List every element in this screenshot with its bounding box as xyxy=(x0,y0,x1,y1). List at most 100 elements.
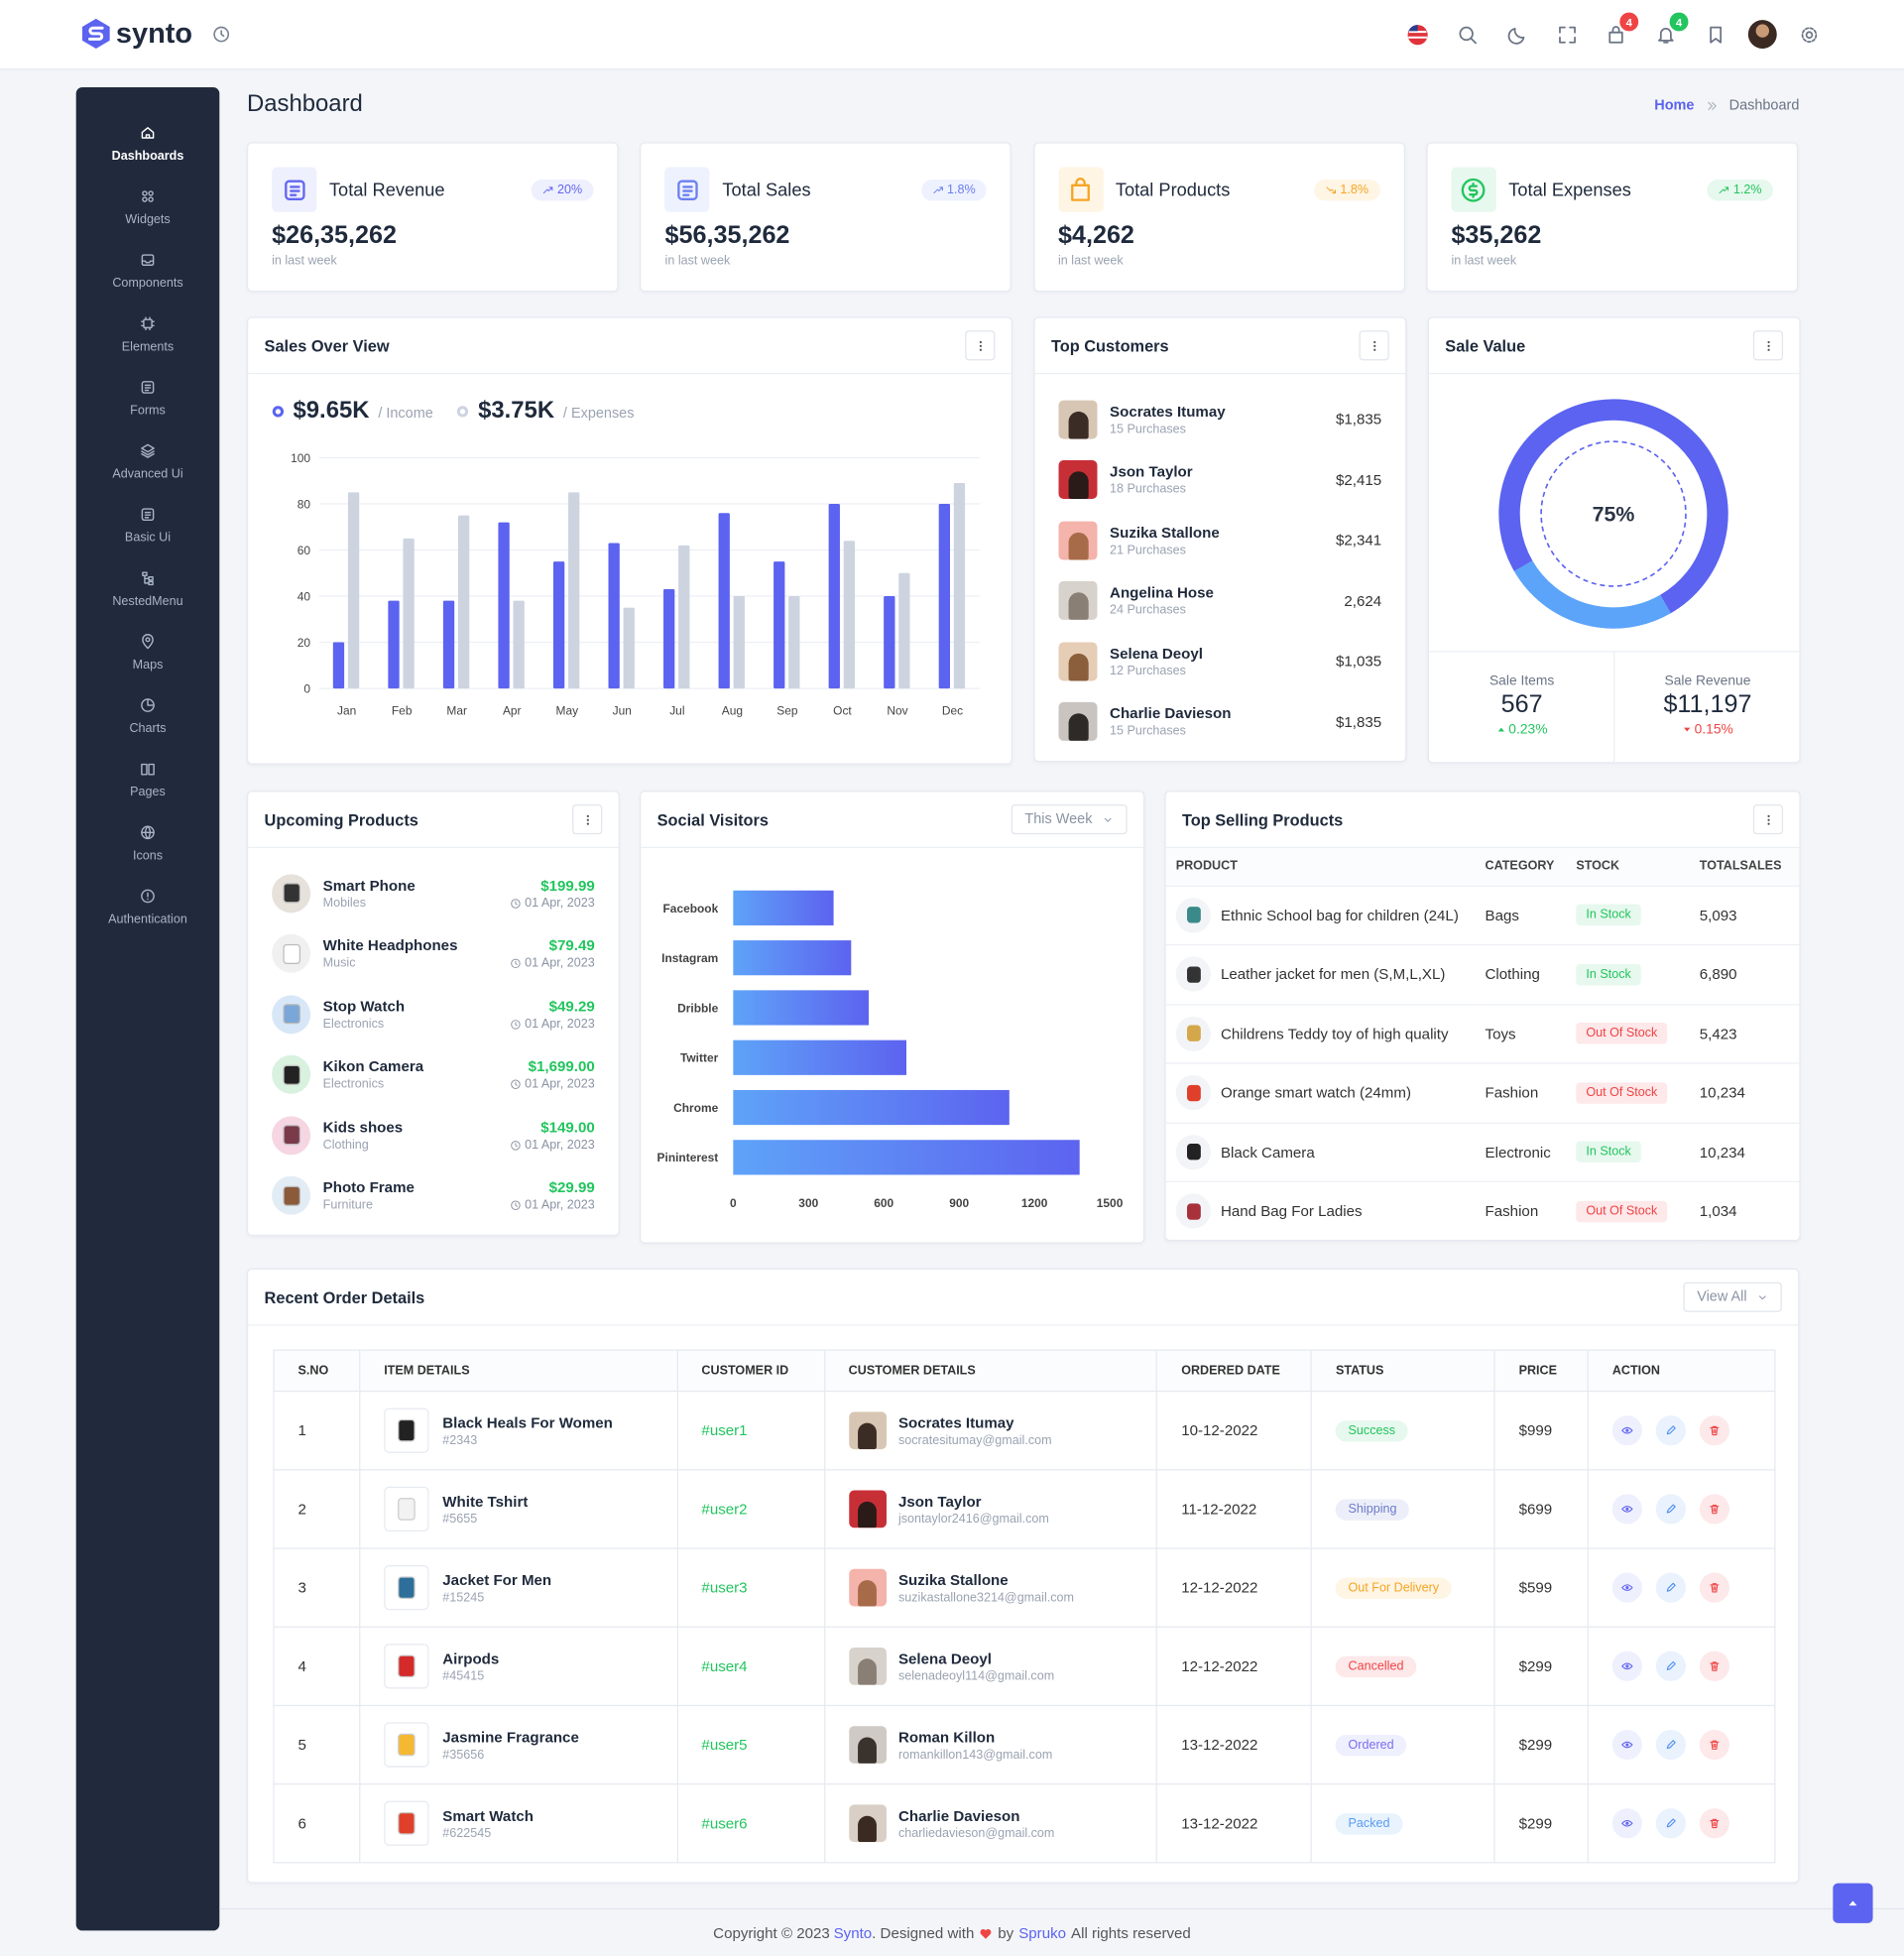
menu-item[interactable]: Advanced Ui xyxy=(76,442,220,500)
menu-label: Authentication xyxy=(108,913,187,927)
action-button[interactable] xyxy=(1655,1494,1687,1525)
icon-part xyxy=(1621,1741,1633,1749)
column-header: CUSTOMER ID xyxy=(676,1349,825,1393)
card-menu-button[interactable] xyxy=(1359,330,1389,361)
scroll-top-button[interactable] xyxy=(1833,1883,1873,1923)
icon-part xyxy=(1621,1506,1633,1513)
icon xyxy=(676,179,698,200)
item-name: Smart Watch xyxy=(442,1806,534,1824)
menu-item[interactable]: Basic Ui xyxy=(76,506,220,563)
action-button[interactable] xyxy=(1655,1729,1687,1761)
action-button[interactable] xyxy=(1655,1808,1687,1839)
bar xyxy=(733,1089,1010,1126)
menu-item[interactable]: Charts xyxy=(76,697,220,755)
icon-part xyxy=(1666,1740,1676,1750)
menu-item[interactable]: Pages xyxy=(76,761,220,818)
customer-id-cell: #user3 xyxy=(676,1547,825,1628)
icon-part xyxy=(1848,1900,1857,1906)
action-button[interactable] xyxy=(1611,1415,1642,1446)
stock-badge: Out Of Stock xyxy=(1576,1200,1668,1222)
action-button[interactable] xyxy=(1611,1572,1642,1603)
filter-dropdown[interactable]: This Week xyxy=(1011,804,1128,835)
header-button[interactable] xyxy=(1606,25,1625,45)
view-all-button[interactable]: View All xyxy=(1683,1282,1782,1312)
stat-title: Total Revenue xyxy=(328,181,445,201)
action-button[interactable] xyxy=(1699,1415,1730,1446)
item-name: White Tshirt xyxy=(442,1492,529,1511)
menu-item[interactable]: Components xyxy=(76,252,220,309)
customer-amount: $1,835 xyxy=(1336,410,1382,428)
card-menu-button[interactable] xyxy=(1752,804,1784,835)
y-category-label: Pininterest xyxy=(657,1151,719,1164)
header-button[interactable] xyxy=(1458,25,1478,45)
icon-part xyxy=(1710,1661,1720,1671)
menu-item[interactable]: Maps xyxy=(76,634,220,691)
action-button[interactable] xyxy=(1611,1808,1642,1839)
menu-item[interactable]: NestedMenu xyxy=(76,570,220,628)
action-button[interactable] xyxy=(1611,1729,1642,1761)
x-tick-label: Nov xyxy=(887,703,907,717)
table-cell: 10,234 xyxy=(1698,1062,1800,1124)
icon xyxy=(1507,28,1525,45)
table-cell: 1,034 xyxy=(1698,1181,1800,1242)
language-flag[interactable] xyxy=(1406,24,1429,47)
table-cell: Out Of Stock xyxy=(1575,1062,1699,1124)
menu-item[interactable]: Icons xyxy=(76,824,220,882)
action-button[interactable] xyxy=(1699,1494,1730,1525)
bar xyxy=(843,541,856,689)
user-avatar[interactable] xyxy=(1747,20,1777,50)
icon xyxy=(142,634,154,650)
action-button[interactable] xyxy=(1611,1650,1642,1681)
icon-part xyxy=(510,1079,521,1090)
icon-part xyxy=(1071,177,1091,201)
stat-card: Total Expenses 1.2% $35,262 in last week xyxy=(1426,142,1798,293)
bar xyxy=(332,642,345,689)
avatar-figure xyxy=(858,1580,877,1607)
menu-item[interactable]: Elements xyxy=(76,315,220,373)
menu-item[interactable]: Widgets xyxy=(76,188,220,246)
menu-item[interactable]: Forms xyxy=(76,379,220,436)
action-button[interactable] xyxy=(1699,1572,1730,1603)
action-button[interactable] xyxy=(1699,1729,1730,1761)
action-button[interactable] xyxy=(1699,1650,1730,1681)
header-button[interactable] xyxy=(1507,25,1527,45)
header-button[interactable] xyxy=(1706,25,1726,45)
footer-link[interactable]: Spruko xyxy=(1018,1924,1067,1942)
footer-text: Copyright © 2023 xyxy=(713,1924,830,1942)
product-icon xyxy=(1175,1075,1211,1111)
avatar-figure xyxy=(858,1501,877,1528)
footer-link[interactable]: Synto xyxy=(833,1924,873,1942)
status-cell: Cancelled xyxy=(1310,1626,1495,1707)
card-menu-button[interactable] xyxy=(1752,330,1784,361)
header-button[interactable] xyxy=(1656,25,1676,45)
table-cell: In Stock xyxy=(1575,1122,1699,1182)
bar xyxy=(733,1039,907,1075)
header-button[interactable] xyxy=(1557,25,1577,45)
icon-part xyxy=(1507,28,1525,45)
customer-id-cell: #user4 xyxy=(676,1626,825,1707)
action-button[interactable] xyxy=(1699,1808,1730,1839)
product-thumb xyxy=(272,1116,311,1156)
card-menu-button[interactable] xyxy=(965,330,996,361)
avatar-figure xyxy=(858,1815,877,1843)
menu-item[interactable]: Dashboards xyxy=(76,125,220,183)
customer-id-cell: #user2 xyxy=(676,1469,825,1549)
action-button[interactable] xyxy=(1655,1572,1687,1603)
breadcrumb-link[interactable]: Home xyxy=(1654,98,1695,114)
sidebar-toggle[interactable] xyxy=(212,25,231,44)
header-button[interactable] xyxy=(1799,25,1819,45)
sale-stat-value: 567 xyxy=(1500,690,1543,719)
action-button[interactable] xyxy=(1611,1494,1642,1525)
action-button[interactable] xyxy=(1655,1650,1687,1681)
stat-value: $26,35,262 xyxy=(272,221,397,250)
date-cell: 12-12-2022 xyxy=(1156,1626,1313,1707)
product-price: $199.99 xyxy=(540,876,595,895)
table-header-row: PRODUCT CATEGORY STOCK TOTALSALES xyxy=(1165,848,1800,887)
icon-part xyxy=(213,26,230,43)
sale-stat: Sale Items 567 0.23% xyxy=(1429,651,1614,763)
card-menu-button[interactable] xyxy=(572,804,603,835)
item-image xyxy=(384,1486,429,1532)
action-button[interactable] xyxy=(1655,1415,1687,1446)
customer-text: Suzika Stallone suzikastallone3214@gmail.… xyxy=(898,1571,1074,1605)
menu-item[interactable]: Authentication xyxy=(76,888,220,945)
